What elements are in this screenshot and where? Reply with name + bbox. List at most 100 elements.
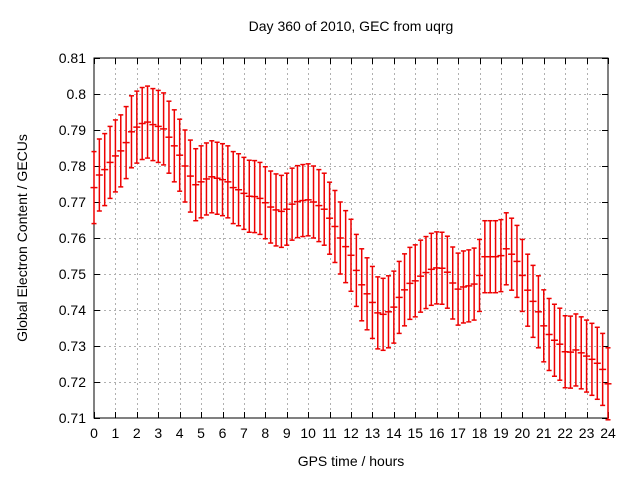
y-tick-label: 0.72 — [59, 374, 86, 390]
y-tick-label: 0.79 — [59, 122, 86, 138]
y-tick-label: 0.74 — [59, 302, 86, 318]
error-bar — [235, 153, 243, 227]
y-tick-label: 0.81 — [59, 50, 86, 66]
error-bar — [277, 174, 285, 249]
error-bar — [90, 150, 98, 225]
error-bar — [160, 92, 168, 166]
x-tick-label: 13 — [365, 425, 381, 441]
error-bar — [443, 235, 451, 309]
x-tick-label: 18 — [472, 425, 488, 441]
error-bar — [540, 289, 548, 363]
error-bar — [101, 132, 109, 207]
error-bar — [331, 189, 339, 264]
x-tick-label: 2 — [133, 425, 141, 441]
x-tick-label: 21 — [536, 425, 552, 441]
error-bar — [154, 89, 162, 164]
error-bar — [133, 90, 141, 164]
error-bar — [352, 233, 360, 308]
error-bar — [550, 303, 558, 377]
x-tick-label: 6 — [219, 425, 227, 441]
x-tick-label: 19 — [493, 425, 509, 441]
error-bar — [224, 145, 232, 219]
x-tick-label: 16 — [429, 425, 445, 441]
y-tick-labels: 0.71 0.72 0.73 0.74 0.75 0.76 0.77 0.78 0.79 0.8 0… — [59, 50, 86, 426]
x-tick-label: 8 — [261, 425, 269, 441]
error-bar — [320, 172, 328, 246]
error-bar — [117, 114, 125, 188]
y-tick-label: 0.76 — [59, 230, 86, 246]
x-tick-label: 20 — [515, 425, 531, 441]
error-bar — [459, 250, 467, 324]
error-bar — [122, 105, 130, 180]
error-bar — [567, 315, 575, 389]
error-bar — [170, 109, 178, 183]
x-tick-label: 12 — [343, 425, 359, 441]
error-bar — [379, 277, 387, 352]
x-tick-label: 11 — [322, 425, 337, 441]
error-bar — [267, 170, 275, 244]
error-bar — [470, 247, 478, 321]
error-bar — [583, 319, 591, 393]
error-bar — [427, 232, 435, 307]
error-bar — [202, 142, 210, 216]
error-bar — [454, 252, 462, 326]
x-axis-label: GPS time / hours — [298, 453, 405, 469]
error-bar — [138, 86, 146, 161]
error-bar — [384, 275, 392, 349]
x-tick-label: 1 — [112, 425, 120, 441]
error-bar — [502, 212, 510, 286]
y-axis-label: Global Electron Content / GECUs — [14, 134, 30, 342]
error-bar — [304, 163, 312, 237]
error-bar — [342, 209, 350, 284]
error-bar — [336, 201, 344, 275]
error-bar — [406, 246, 414, 321]
error-bar — [219, 142, 226, 217]
error-bar — [127, 95, 135, 169]
error-bar — [604, 347, 612, 421]
error-bar — [111, 119, 119, 193]
error-bar — [374, 276, 382, 350]
error-bar — [272, 173, 280, 247]
x-tick-label: 24 — [600, 425, 616, 441]
error-bar — [358, 248, 366, 322]
x-tick-label: 5 — [197, 425, 205, 441]
error-bar — [588, 322, 596, 397]
error-bar — [288, 167, 296, 241]
x-tick-label: 23 — [579, 425, 595, 441]
x-tick-label: 14 — [386, 425, 402, 441]
error-bar — [497, 218, 505, 293]
error-bar — [492, 219, 500, 294]
x-tick-label: 4 — [176, 425, 184, 441]
error-bar — [593, 326, 601, 401]
error-bar — [534, 275, 542, 349]
error-bar — [181, 129, 189, 203]
error-bar — [149, 87, 157, 162]
error-bar — [508, 217, 516, 291]
error-bar — [417, 239, 425, 313]
chart-title: Day 360 of 2010, GEC from uqrg — [249, 18, 454, 34]
error-bar — [390, 270, 398, 344]
error-bar — [165, 100, 173, 174]
x-tick-label: 10 — [300, 425, 316, 441]
error-bar — [95, 138, 103, 212]
error-bar — [326, 181, 334, 255]
error-bar — [208, 140, 216, 214]
error-bar — [411, 244, 419, 318]
x-tick-labels: 0 1 2 3 4 5 6 7 8 9 10 11 12 13 14 15 16 17 18 19 20 21 22 23 24 — [90, 425, 616, 441]
error-bar — [213, 141, 221, 215]
error-bar — [197, 145, 205, 219]
error-bar — [476, 238, 483, 313]
error-bar — [261, 165, 269, 240]
error-bar — [368, 265, 376, 340]
x-tick-label: 15 — [407, 425, 423, 441]
error-bar — [347, 218, 355, 293]
error-bar — [315, 168, 323, 243]
error-bar — [465, 249, 473, 323]
error-bar — [106, 125, 114, 200]
error-bar — [561, 315, 569, 389]
error-bar — [293, 164, 301, 239]
y-tick-label: 0.75 — [59, 266, 86, 282]
error-bar — [513, 224, 521, 299]
y-tick-label: 0.77 — [59, 194, 86, 210]
